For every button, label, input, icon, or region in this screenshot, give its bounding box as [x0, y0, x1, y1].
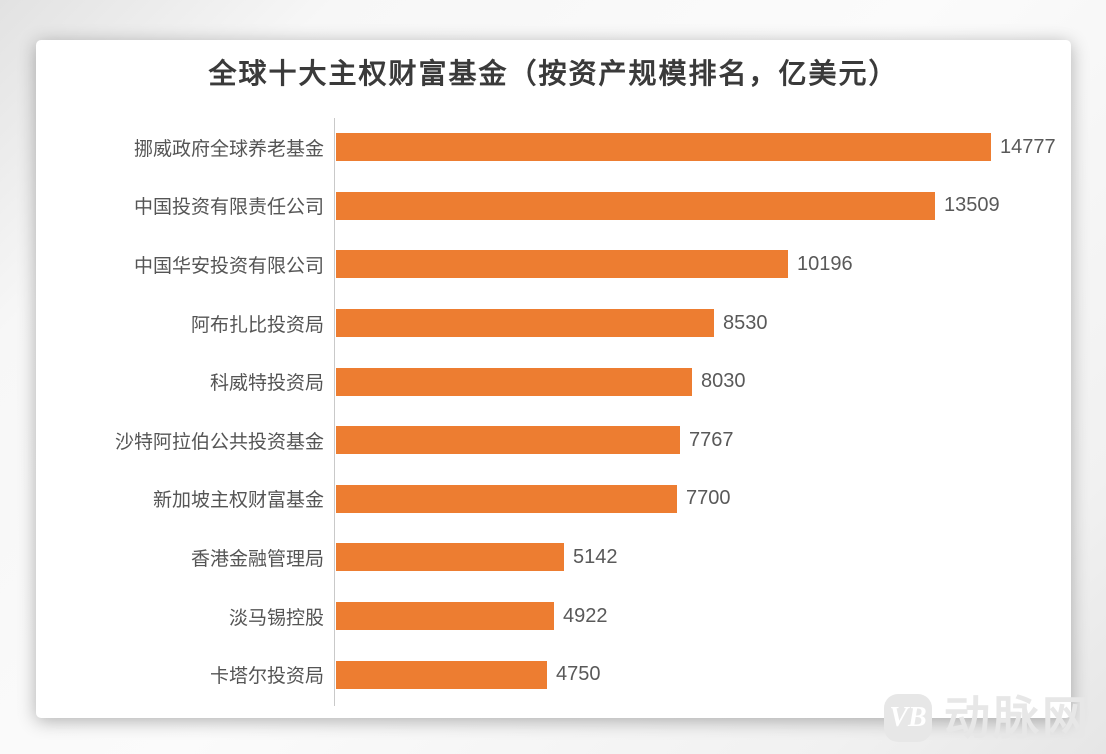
bar	[336, 133, 991, 162]
category-label: 中国投资有限责任公司	[133, 197, 324, 219]
value-label: 14777	[1000, 135, 1056, 158]
category-label: 淡马锡控股	[228, 607, 324, 629]
watermark: VB 动脉网	[884, 694, 1091, 742]
value-label: 13509	[944, 194, 1000, 217]
chart-row: 沙特阿拉伯公共投资基金 7767	[36, 411, 1071, 470]
chart-row: 香港金融管理局 5142	[36, 528, 1071, 587]
value-label: 4750	[556, 663, 601, 686]
watermark-brand-text: 动脉网	[944, 692, 1091, 744]
category-label: 卡塔尔投资局	[209, 666, 324, 688]
chart-row: 中国投资有限责任公司 13509	[36, 177, 1071, 236]
chart-row: 卡塔尔投资局 4750	[36, 645, 1071, 704]
value-label: 10196	[797, 252, 853, 275]
category-label: 阿布扎比投资局	[190, 314, 324, 336]
category-label: 中国华安投资有限公司	[133, 255, 324, 277]
bar	[336, 602, 554, 631]
chart-row: 新加坡主权财富基金 7700	[36, 470, 1071, 529]
chart-row: 中国华安投资有限公司 10196	[36, 235, 1071, 294]
category-label: 沙特阿拉伯公共投资基金	[114, 431, 324, 453]
category-label: 挪威政府全球养老基金	[133, 138, 324, 160]
vb-logo-icon: VB	[884, 694, 932, 742]
y-axis-line	[334, 118, 335, 706]
category-label: 新加坡主权财富基金	[152, 490, 324, 512]
chart-title: 全球十大主权财富基金（按资产规模排名，亿美元）	[208, 59, 899, 90]
bar	[336, 484, 677, 513]
bar	[336, 191, 935, 220]
chart-card: 全球十大主权财富基金（按资产规模排名，亿美元） 挪威政府全球养老基金 14777 中…	[36, 40, 1071, 718]
value-label: 5142	[573, 545, 618, 568]
value-label: 7767	[689, 428, 734, 451]
bar	[336, 309, 714, 338]
value-label: 4922	[563, 604, 608, 627]
category-label: 科威特投资局	[209, 373, 324, 395]
bar	[336, 367, 692, 396]
value-label: 7700	[686, 487, 731, 510]
chart-row: 科威特投资局 8030	[36, 352, 1071, 411]
chart-row: 挪威政府全球养老基金 14777	[36, 118, 1071, 177]
value-label: 8530	[723, 311, 768, 334]
bar	[336, 250, 788, 279]
bar-chart: 挪威政府全球养老基金 14777 中国投资有限责任公司 13509 中国华安投资有限公司…	[36, 118, 1071, 708]
chart-rows: 挪威政府全球养老基金 14777 中国投资有限责任公司 13509 中国华安投资有限公司…	[36, 118, 1071, 704]
chart-row: 阿布扎比投资局 8530	[36, 294, 1071, 353]
category-label: 香港金融管理局	[190, 548, 324, 570]
bar	[336, 426, 680, 455]
bar	[336, 660, 547, 689]
chart-row: 淡马锡控股 4922	[36, 587, 1071, 646]
value-label: 8030	[701, 370, 746, 393]
bar	[336, 543, 564, 572]
